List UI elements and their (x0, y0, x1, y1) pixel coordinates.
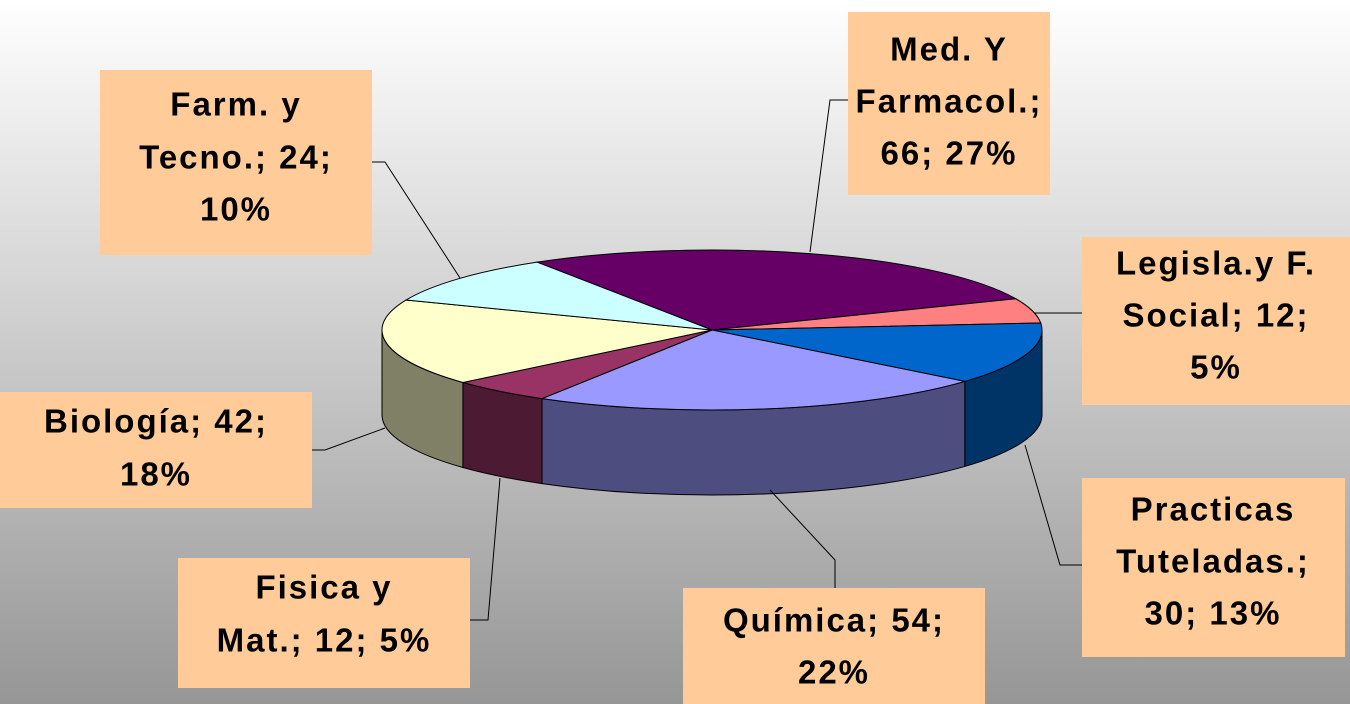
data-label: Mat.; 12; 5% (217, 622, 432, 659)
slice (381, 299, 713, 383)
slice (535, 249, 1018, 331)
data-label: 10% (200, 191, 272, 228)
data-label: Fisica y (255, 569, 392, 606)
slice (540, 329, 965, 411)
data-label: Biología; 42; (44, 403, 268, 440)
slice (711, 322, 1043, 382)
slice (404, 261, 713, 331)
leader-line (769, 489, 836, 588)
data-label: Química; 54; (723, 602, 945, 639)
data-label: Med. Y (890, 31, 1008, 68)
label-box (100, 70, 372, 255)
slice-side (462, 381, 543, 485)
data-label: 66; 27% (881, 135, 1018, 172)
data-label: 22% (798, 654, 870, 691)
label-box (178, 558, 470, 688)
data-label: 5% (1190, 349, 1242, 386)
data-label: Tecno.; 24; (139, 139, 333, 176)
data-label: Farmacol.; (856, 83, 1043, 120)
label-box (0, 392, 312, 508)
leader-line (1024, 444, 1082, 566)
data-label: Farm. y (170, 86, 301, 123)
label-box (683, 588, 985, 704)
data-label: Practicas (1131, 491, 1296, 528)
leader-line (809, 99, 848, 253)
data-label: 18% (120, 456, 192, 493)
label-box (1082, 237, 1350, 405)
data-label: Legisla.y F. (1116, 245, 1316, 282)
label-box (848, 12, 1050, 195)
leader-line (372, 161, 461, 279)
data-label: Tuteladas.; (1116, 543, 1310, 580)
data-label: 30; 13% (1145, 595, 1282, 632)
leader-line (470, 477, 501, 621)
data-label: Social; 12; (1122, 297, 1309, 334)
label-box (1082, 478, 1345, 657)
leader-line (312, 427, 386, 451)
